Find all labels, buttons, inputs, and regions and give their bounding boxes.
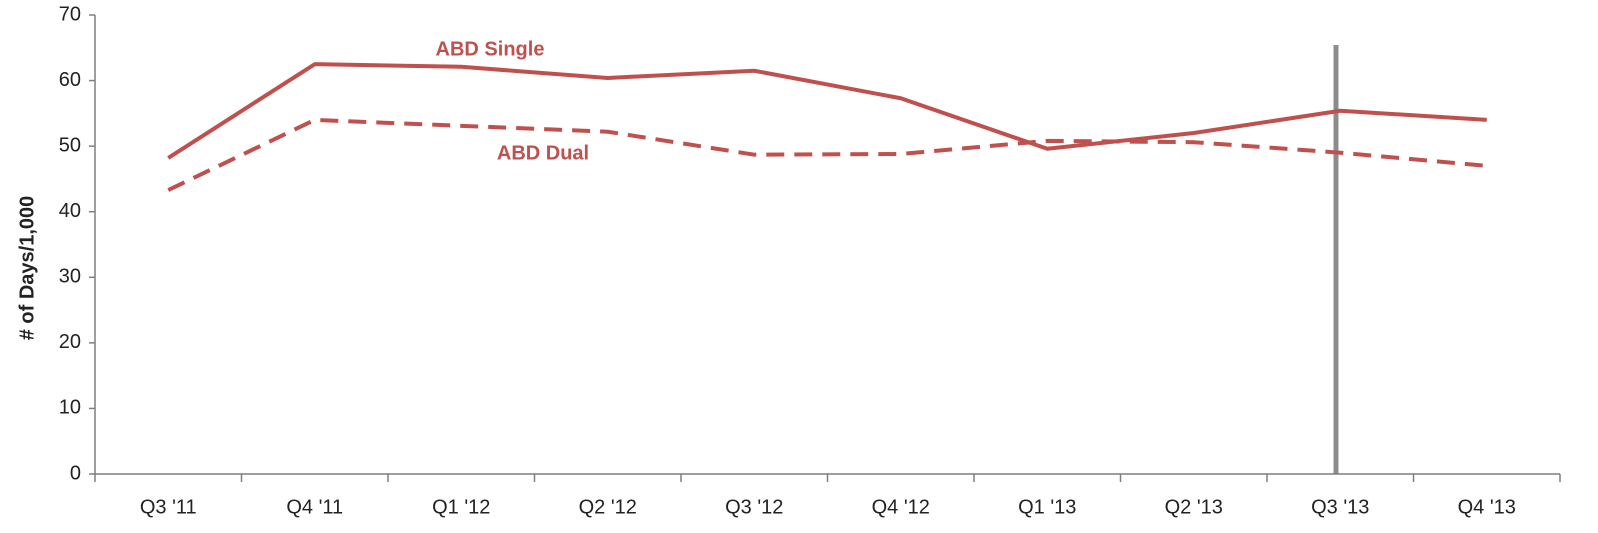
y-tick-label: 30 bbox=[59, 266, 81, 288]
y-tick-label: 10 bbox=[59, 397, 81, 419]
x-tick-label: Q4 '13 bbox=[1458, 496, 1516, 518]
x-tick-label: Q3 '12 bbox=[725, 496, 783, 518]
series-label: ABD Single bbox=[436, 38, 545, 60]
y-tick-label: 20 bbox=[59, 331, 81, 353]
y-tick-label: 40 bbox=[59, 200, 81, 222]
y-tick-label: 70 bbox=[59, 3, 81, 25]
x-tick-label: Q3 '13 bbox=[1311, 496, 1369, 518]
x-tick-label: Q3 '11 bbox=[140, 496, 197, 518]
y-tick-label: 50 bbox=[59, 134, 81, 156]
x-tick-label: Q1 '13 bbox=[1018, 496, 1076, 518]
series-label: ABD Dual bbox=[497, 142, 589, 164]
series-line bbox=[167, 117, 1487, 192]
x-tick-label: Q2 '13 bbox=[1165, 496, 1223, 518]
x-tick-label: Q4 '11 bbox=[286, 496, 343, 518]
y-tick-label: 60 bbox=[59, 69, 81, 91]
x-tick-label: Q4 '12 bbox=[872, 496, 930, 518]
series-line bbox=[167, 62, 1487, 160]
y-tick-label: 0 bbox=[70, 462, 81, 484]
x-tick-label: Q1 '12 bbox=[432, 496, 490, 518]
x-tick-label: Q2 '12 bbox=[579, 496, 637, 518]
y-axis-label: # of Days/1,000 bbox=[16, 196, 38, 341]
